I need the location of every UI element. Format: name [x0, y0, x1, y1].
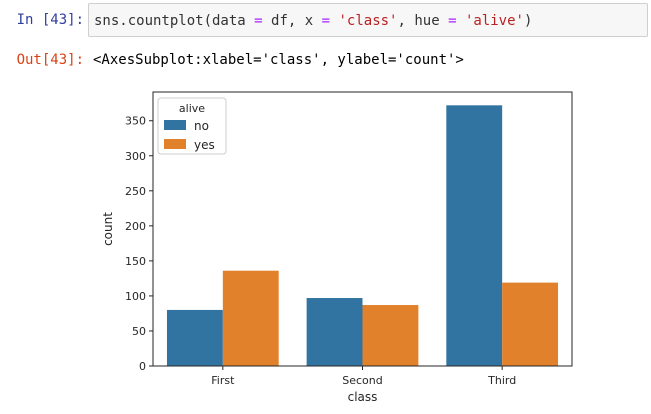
code-token: =: [254, 13, 263, 29]
legend-title: alive: [179, 102, 205, 115]
code-token: =: [448, 13, 457, 29]
code-token: 'alive': [464, 13, 524, 29]
legend-label-yes: yes: [194, 138, 215, 152]
code-token: , hue: [397, 13, 449, 29]
x-tick-label: Third: [487, 374, 516, 387]
x-tick-label: First: [211, 374, 235, 387]
bar-yes-third: [502, 282, 559, 366]
y-tick-label: 0: [139, 360, 146, 373]
code-token: ): [523, 13, 533, 29]
legend-swatch-no: [164, 120, 186, 130]
y-tick-label: 250: [125, 185, 146, 198]
code-token: sns.countplot(data: [94, 13, 255, 29]
bar-no-first: [166, 309, 223, 366]
output-prompt: Out[43]:: [16, 52, 84, 68]
x-tick-label: Second: [342, 374, 382, 387]
y-tick-label: 100: [125, 290, 146, 303]
bar-yes-second: [362, 305, 419, 366]
bar-no-third: [446, 105, 503, 366]
code-token: =: [321, 13, 331, 29]
y-tick-label: 50: [132, 325, 146, 338]
x-axis-label: class: [348, 390, 378, 404]
code-token: 'class': [338, 13, 398, 29]
y-axis-label: count: [101, 212, 115, 246]
legend-label-no: no: [194, 119, 209, 133]
y-tick-label: 150: [125, 255, 146, 268]
y-tick-label: 300: [125, 150, 146, 163]
code-input-cell[interactable]: sns.countplot(data = df, x = 'class', hu…: [88, 3, 648, 37]
output-repr-text: <AxesSubplot:xlabel='class', ylabel='cou…: [93, 52, 464, 68]
bar-yes-first: [222, 270, 279, 366]
input-prompt: In [43]:: [16, 12, 84, 28]
code-token: df, x: [262, 13, 322, 29]
y-tick-label: 350: [125, 115, 146, 128]
legend-swatch-yes: [164, 139, 186, 149]
bar-no-second: [306, 298, 363, 366]
y-tick-label: 200: [125, 220, 146, 233]
